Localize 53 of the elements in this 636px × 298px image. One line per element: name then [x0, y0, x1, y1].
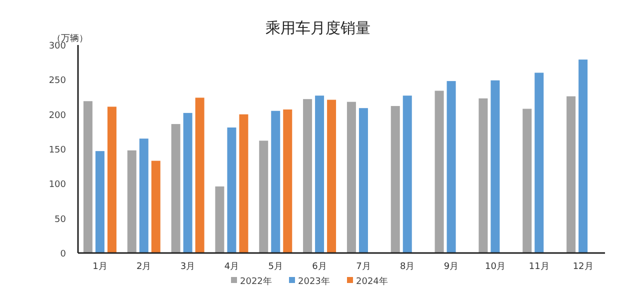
bar: [183, 112, 192, 253]
x-tick-label: 8月: [400, 262, 415, 272]
bar: [315, 96, 324, 253]
y-tick-label: 0: [60, 250, 66, 260]
y-tick-label: 300: [48, 42, 66, 52]
bar: [95, 151, 104, 253]
x-tick-label: 5月: [268, 262, 283, 272]
legend-label: 2023年: [298, 276, 330, 287]
bar: [271, 110, 280, 253]
x-tick-label: 4月: [224, 262, 240, 272]
bar: [534, 72, 544, 253]
bar: [215, 186, 224, 253]
bar: [195, 98, 204, 253]
bar: [127, 150, 136, 253]
y-tick-label: 100: [48, 180, 66, 190]
chart-title: 乘用车月度销量: [266, 19, 370, 37]
bar: [227, 128, 236, 253]
bar: [346, 102, 356, 253]
bar: [522, 108, 532, 253]
bar: [446, 81, 456, 253]
y-tick-label: 200: [48, 110, 66, 121]
x-tick-label: 10月: [484, 262, 506, 272]
x-tick-label: 6月: [312, 262, 327, 272]
bar: [327, 100, 336, 253]
bar: [239, 114, 248, 253]
bar: [139, 138, 148, 253]
bar: [390, 106, 400, 253]
y-tick-label: 150: [48, 146, 66, 156]
bar: [478, 98, 488, 253]
bar: [107, 106, 116, 253]
legend-label: 2022年: [240, 276, 272, 287]
x-tick-label: 2月: [136, 262, 152, 272]
bar: [171, 124, 180, 253]
bar: [434, 90, 444, 253]
bar: [358, 108, 368, 253]
bar: [83, 101, 92, 253]
x-tick-label: 9月: [444, 262, 459, 272]
legend-label: 2024年: [356, 276, 388, 287]
x-tick-label: 1月: [92, 262, 108, 272]
bar: [259, 140, 268, 253]
x-tick-label: 11月: [528, 262, 550, 272]
bar: [566, 96, 576, 253]
bar: [402, 96, 412, 253]
x-tick-label: 7月: [356, 262, 371, 272]
bar: [490, 80, 500, 253]
bar: [303, 99, 312, 253]
y-tick-label: 250: [48, 76, 66, 86]
x-tick-label: 3月: [180, 262, 196, 272]
bar: [283, 109, 292, 253]
bar: [151, 160, 160, 253]
y-tick-label: 50: [54, 214, 66, 225]
x-tick-label: 12月: [572, 262, 594, 272]
bar: [578, 60, 588, 253]
